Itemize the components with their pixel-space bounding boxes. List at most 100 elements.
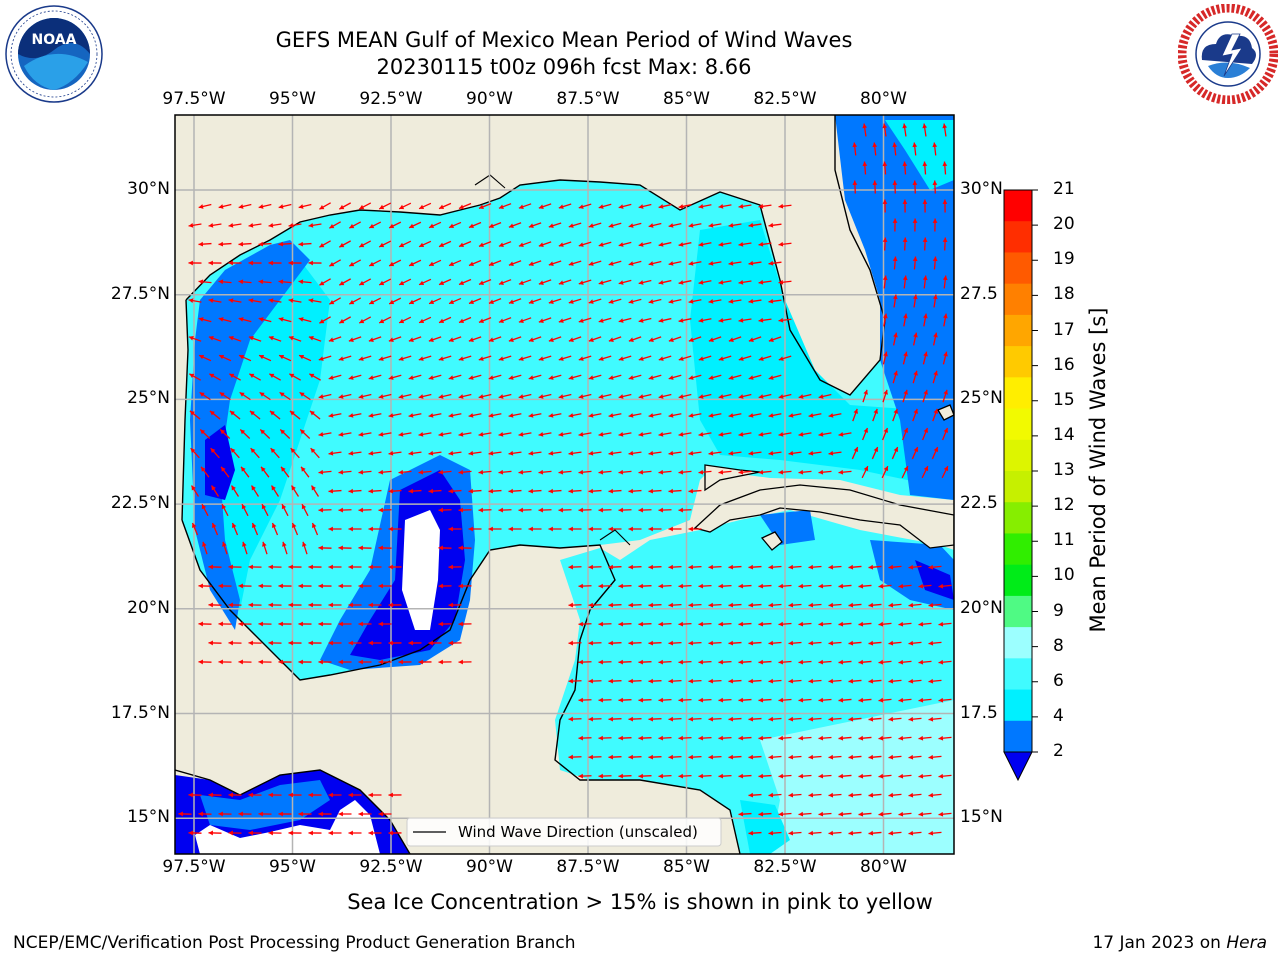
wind-arrow-head [189, 410, 195, 416]
wind-arrow-head [438, 545, 443, 551]
wind-arrow-head [598, 469, 604, 475]
wind-arrow-head [578, 735, 583, 741]
wind-arrow-head [388, 450, 394, 456]
wind-arrow-head [578, 431, 584, 437]
wind-arrow-head [943, 427, 949, 433]
wind-arrow-head [698, 697, 704, 703]
wind-arrow-head [798, 735, 804, 741]
wind-arrow-head [279, 354, 285, 360]
wind-arrow-head [892, 180, 898, 186]
wind-arrow-head [269, 410, 275, 416]
wind-arrow-head [318, 394, 324, 399]
noaa-logo: NOAA [4, 4, 104, 104]
wind-arrow-head [568, 261, 574, 266]
wind-arrow-head [219, 392, 225, 397]
wind-arrow-head [898, 659, 904, 665]
wind-arrow-head [438, 469, 444, 475]
wind-arrow-head [728, 602, 734, 608]
wind-arrow-head [578, 507, 583, 513]
wind-arrow-head [708, 413, 714, 418]
wind-arrow-head [788, 413, 794, 418]
wind-arrow-head [548, 261, 554, 266]
wind-arrow-head [399, 318, 405, 324]
wind-arrow-head [848, 792, 854, 798]
wind-arrow-head [288, 602, 293, 608]
wind-arrow-head [768, 678, 774, 684]
wind-arrow-head [518, 507, 523, 513]
wind-arrow-head [932, 294, 938, 300]
colorbar-tick-label: 10 [1053, 565, 1075, 586]
wind-arrow-head [230, 448, 236, 454]
wind-arrow-head [248, 336, 254, 341]
wind-arrow-head [468, 413, 474, 418]
wind-arrow-head [348, 413, 354, 418]
wind-arrow-head [568, 526, 573, 532]
wind-arrow-head [908, 754, 914, 760]
wind-arrow-head [478, 469, 484, 475]
wind-arrow-head [928, 564, 934, 570]
wind-arrow-head [349, 261, 355, 267]
wind-direction-arrows [178, 123, 952, 836]
wind-arrow-head [378, 621, 383, 627]
wind-arrow-head [748, 564, 754, 570]
wind-arrow-head [558, 204, 564, 209]
wind-arrow-head [318, 621, 323, 627]
wind-arrow-head [338, 621, 343, 627]
wind-arrow-head [270, 448, 276, 454]
longitude-label: 97.5°W [162, 857, 226, 877]
wind-arrow-head [628, 261, 634, 266]
wind-arrow-head [578, 773, 583, 779]
wind-arrow-head [638, 356, 644, 361]
wind-arrow-head [872, 180, 878, 186]
wind-arrow-head [198, 621, 203, 627]
wind-arrow-head [678, 318, 684, 323]
wind-arrow-head [708, 450, 714, 456]
wind-arrow-head [291, 485, 296, 491]
wind-arrow-head [858, 697, 864, 703]
wind-arrow-head [648, 678, 654, 684]
wind-arrow-head [319, 280, 325, 286]
wind-arrow-head [638, 621, 644, 627]
wind-arrow-head [389, 299, 395, 305]
wind-arrow-head [228, 564, 233, 570]
wind-arrow-head [618, 394, 624, 399]
wind-arrow-head [778, 241, 784, 247]
wind-arrow-head [408, 375, 414, 380]
wind-arrow-head [788, 830, 794, 836]
wind-arrow-head [918, 621, 924, 627]
wind-arrow-head [368, 564, 373, 570]
wind-arrow-head [913, 408, 918, 414]
wind-arrow-head [848, 602, 854, 608]
wind-arrow-head [268, 602, 273, 608]
wind-arrow-head [448, 640, 453, 646]
wind-arrow-head [738, 621, 744, 627]
wind-arrow-head [778, 773, 784, 779]
wind-arrow-head [478, 204, 484, 210]
wind-arrow-head [928, 792, 934, 798]
wind-arrow-head [278, 621, 283, 627]
wind-arrow-head [418, 356, 424, 361]
wind-arrow-head [648, 488, 654, 494]
wind-arrow-head [758, 241, 764, 247]
wind-arrow-head [258, 317, 264, 322]
wind-arrow-head [808, 450, 814, 456]
colorbar-tick-label: 15 [1053, 389, 1075, 410]
map-legend: Wind Wave Direction (unscaled) [406, 817, 722, 847]
wind-arrow-head [778, 697, 784, 703]
wind-arrow-head [290, 448, 296, 454]
wind-arrow-head [188, 298, 194, 303]
wind-arrow-head [339, 280, 345, 286]
wind-arrow-head [568, 602, 573, 608]
longitude-label: 95°W [269, 857, 316, 877]
wind-arrow-head [858, 583, 864, 589]
wind-arrow-head [928, 602, 934, 608]
wind-arrow-head [378, 507, 383, 513]
wind-arrow-head [638, 773, 644, 779]
wind-arrow-head [328, 792, 333, 798]
colorbar-tick-label: 17 [1053, 319, 1075, 340]
wind-arrow-head [468, 526, 473, 532]
wind-arrow-head [863, 427, 869, 433]
wind-arrow-head [488, 223, 494, 228]
wind-arrow-head [429, 261, 435, 267]
wind-arrow-head [758, 469, 764, 475]
